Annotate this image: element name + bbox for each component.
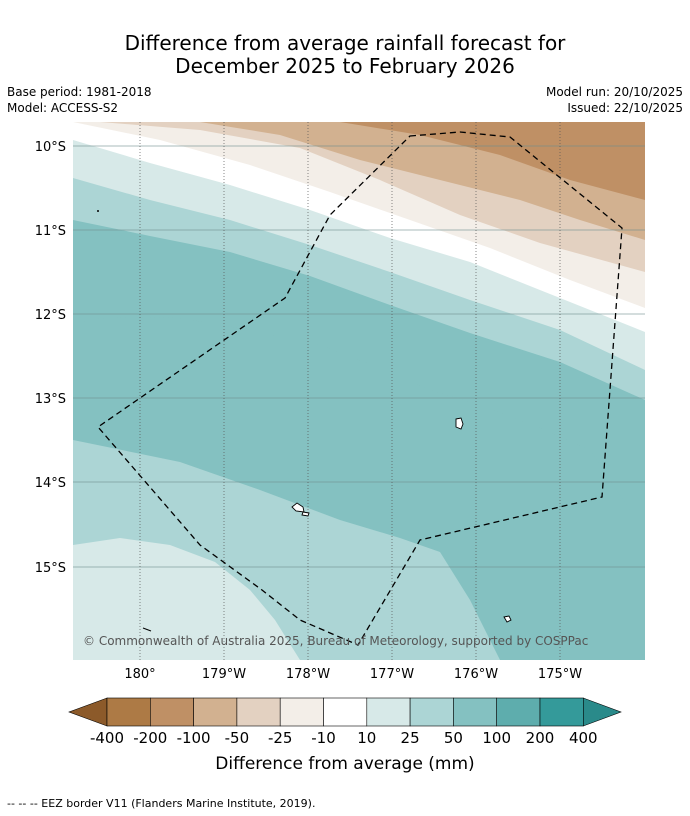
colorbar-bin	[496, 697, 541, 727]
colorbar-bin	[150, 697, 194, 727]
colorbar-tick-label: -100	[177, 729, 211, 747]
lon-label: 179°W	[202, 667, 246, 682]
map-area: © Commonwealth of Australia 2025, Bureau…	[73, 122, 645, 660]
meta-right: Model run: 20/10/2025 Issued: 22/10/2025	[546, 84, 683, 116]
colorbar-tick-label: 50	[444, 729, 463, 747]
colorbar-tick-label: 10	[357, 729, 376, 747]
island-4	[503, 615, 512, 623]
island-6	[97, 210, 99, 212]
lat-label: 12°S	[35, 308, 66, 323]
band-25-to-50	[73, 538, 300, 660]
island-5	[142, 627, 152, 632]
lat-label: 10°S	[35, 140, 66, 155]
lat-label: 11°S	[35, 224, 66, 239]
lon-label: 177°W	[370, 667, 414, 682]
colorbar-tick-label: 25	[401, 729, 420, 747]
chart-title: Difference from average rainfall forecas…	[0, 32, 690, 78]
island-3	[301, 511, 310, 517]
eez-footnote: -- -- -- EEZ border V11 (Flanders Marine…	[7, 797, 316, 810]
title-line-1: Difference from average rainfall forecas…	[124, 31, 566, 55]
lat-label: 13°S	[35, 392, 66, 407]
colorbar-bin	[453, 697, 497, 727]
colorbar-tick-label: 100	[482, 729, 511, 747]
lon-label: 178°W	[286, 667, 330, 682]
colorbar-bin	[409, 697, 454, 727]
lat-label: 15°S	[35, 561, 66, 576]
colorbar-bin	[279, 697, 324, 727]
copyright-notice: © Commonwealth of Australia 2025, Bureau…	[83, 634, 588, 648]
colorbar-label: Difference from average (mm)	[215, 754, 475, 774]
colorbar-tick-label: -10	[311, 729, 336, 747]
model-name: Model: ACCESS-S2	[7, 101, 119, 115]
rainfall-map: © Commonwealth of Australia 2025, Bureau…	[35, 122, 645, 747]
colorbar: -400 -200 -100 -50 -25 -10 10 25 50 100 200 400	[68, 697, 622, 747]
colorbar-extend-high	[582, 697, 622, 727]
colorbar-bin	[236, 697, 281, 727]
eez-border	[97, 131, 623, 646]
latitude-labels: 10°S 11°S 12°S 13°S 14°S 15°S	[35, 140, 66, 576]
longitude-labels: 180° 179°W 178°W 177°W 176°W 175°W	[124, 667, 582, 682]
gridlines	[73, 122, 645, 660]
colorbar-bin	[366, 697, 411, 727]
lon-label: 180°	[124, 667, 155, 682]
lat-label: 14°S	[35, 476, 66, 491]
issued-date: Issued: 22/10/2025	[567, 101, 683, 115]
colorbar-bin	[193, 697, 238, 727]
colorbar-tick-label: 200	[526, 729, 555, 747]
colorbar-bin	[539, 697, 584, 727]
lon-label: 176°W	[454, 667, 498, 682]
colorbar-extend-low	[68, 697, 108, 727]
island-2	[291, 502, 305, 513]
colorbar-tick-label: -200	[133, 729, 167, 747]
colorbar-tick-label: -25	[268, 729, 293, 747]
model-run: Model run: 20/10/2025	[545, 85, 683, 99]
colorbar-tick-label: -50	[225, 729, 250, 747]
base-period: Base period: 1981-2018	[7, 85, 152, 99]
lon-label: 175°W	[538, 667, 582, 682]
colorbar-bin	[106, 697, 151, 727]
colorbar-tick-label: 400	[569, 729, 598, 747]
meta-left: Base period: 1981-2018 Model: ACCESS-S2	[7, 84, 152, 116]
title-line-2: December 2025 to February 2026	[175, 54, 515, 78]
colorbar-tick-label: -400	[90, 729, 124, 747]
colorbar-bin	[323, 697, 368, 727]
island-1	[455, 417, 464, 430]
band-neg100-to-neg50	[340, 122, 645, 200]
